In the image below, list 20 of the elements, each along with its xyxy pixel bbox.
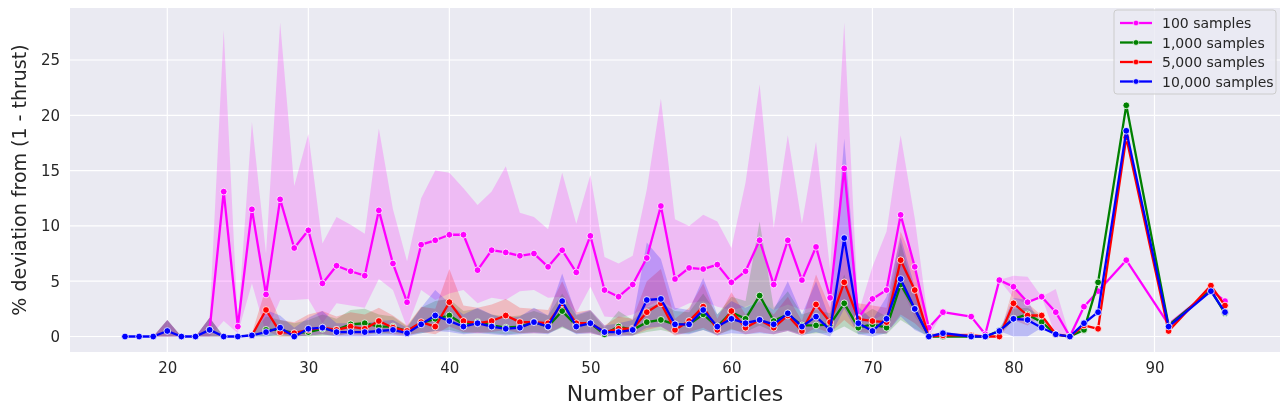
x-tick-label: 20 <box>158 358 178 377</box>
legend-label: 1,000 samples <box>1162 34 1265 51</box>
y-tick-label: 15 <box>40 161 60 180</box>
legend-label: 100 samples <box>1162 15 1252 31</box>
y-tick-label: 0 <box>50 327 60 346</box>
legend-label: 10,000 samples <box>1162 73 1274 90</box>
y-tick-label: 10 <box>40 217 60 236</box>
y-tick-label: 5 <box>50 272 60 291</box>
x-tick-label: 80 <box>1004 358 1024 377</box>
legend-label: 5,000 samples <box>1162 54 1265 70</box>
x-tick-label: 90 <box>1145 358 1165 377</box>
y-tick-label: 25 <box>40 51 60 70</box>
x-tick-label: 40 <box>440 358 460 377</box>
x-axis-title: Number of Particles <box>566 381 784 406</box>
y-tick-label: 20 <box>40 106 60 125</box>
x-tick-label: 60 <box>722 358 742 377</box>
x-tick-label: 50 <box>581 358 601 377</box>
x-tick-label: 70 <box>863 358 883 377</box>
y-axis-title: % deviation from (1 - thrust) <box>8 44 30 316</box>
x-tick-label: 30 <box>299 358 319 377</box>
